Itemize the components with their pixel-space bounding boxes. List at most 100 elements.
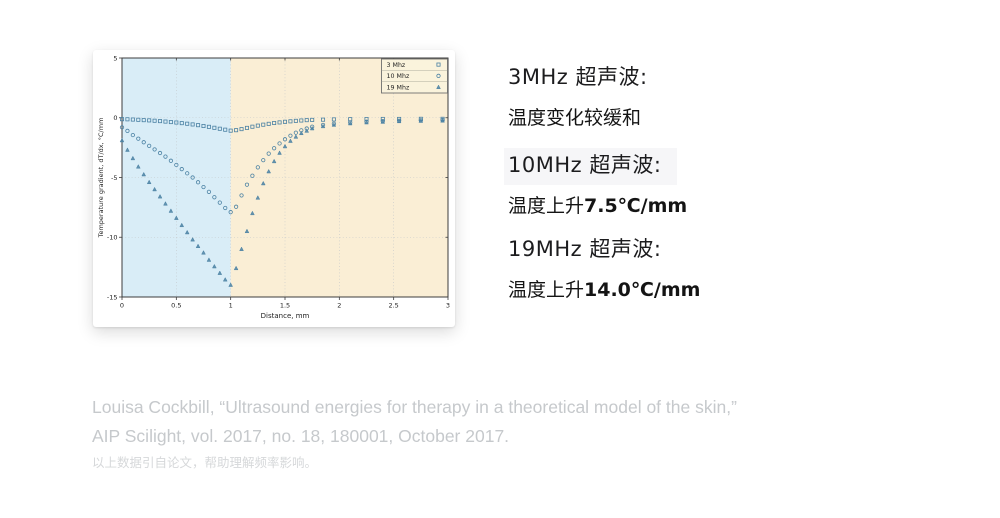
data-point: [125, 128, 130, 133]
data-point: [130, 117, 135, 122]
data-point: [212, 125, 217, 130]
data-point: [190, 122, 195, 127]
data-point: [228, 282, 233, 287]
data-point: [190, 237, 195, 242]
data-point: [298, 130, 304, 136]
data-point: [310, 117, 315, 122]
data-point: [168, 120, 173, 125]
y-tick-label: -15: [107, 293, 118, 301]
data-point: [261, 122, 266, 127]
data-point: [396, 118, 402, 124]
data-point: [174, 215, 179, 220]
data-point: [250, 210, 255, 216]
data-point: [195, 180, 201, 185]
data-point: [125, 117, 130, 122]
data-point: [217, 126, 222, 131]
data-point: [239, 193, 244, 198]
data-point: [179, 121, 184, 126]
data-point: [135, 164, 141, 169]
y-tick-label: -5: [111, 174, 117, 182]
data-point: [152, 186, 157, 192]
data-point: [440, 118, 445, 123]
data-point: [271, 158, 277, 164]
y-tick-label: 5: [113, 54, 117, 62]
data-point: [239, 246, 244, 251]
legend-label: 3 Mhz: [387, 62, 406, 69]
data-point: [299, 118, 304, 123]
note-body-3mhz: 温度变化较缓和: [508, 106, 928, 130]
data-point: [266, 168, 272, 174]
legend-label: 19 Mhz: [387, 85, 410, 92]
data-point: [174, 162, 179, 168]
data-point: [168, 158, 174, 163]
data-point: [136, 117, 141, 122]
citation-note: 以上数据引自论文，帮助理解频率影响。: [92, 455, 318, 470]
data-point: [239, 127, 244, 132]
data-point: [141, 140, 146, 145]
data-point: [277, 141, 282, 146]
note-body-10mhz: 温度上升7.5℃/mm: [508, 194, 928, 218]
data-point: [244, 182, 250, 187]
data-point: [217, 200, 222, 205]
x-tick-label: 1: [229, 302, 233, 310]
data-point: [304, 118, 309, 123]
data-point: [321, 117, 326, 122]
data-point: [158, 119, 163, 124]
data-point: [147, 143, 152, 148]
data-point: [282, 143, 288, 149]
data-point: [157, 193, 163, 199]
series-3-mhz: [119, 116, 445, 133]
data-point: [130, 132, 135, 138]
data-point: [272, 146, 277, 151]
data-point: [282, 137, 288, 142]
data-point: [288, 133, 293, 138]
legend-label: 10 Mhz: [387, 73, 410, 80]
data-point: [266, 151, 271, 156]
y-tick-label: -10: [107, 234, 118, 242]
x-tick-label: 1.5: [280, 302, 290, 310]
legend-marker: [436, 73, 441, 78]
data-point: [277, 150, 282, 155]
data-point: [255, 123, 260, 128]
data-point: [174, 120, 179, 125]
data-point: [201, 184, 206, 190]
data-point: [168, 208, 174, 213]
data-point: [288, 119, 293, 124]
citation-line-2: AIP Scilight, vol. 2017, no. 18, 180001,…: [92, 426, 510, 446]
data-point: [119, 117, 124, 122]
data-point: [190, 175, 195, 180]
data-point: [217, 270, 223, 275]
data-point: [185, 121, 190, 126]
note-body-19mhz-value: 14.0℃/mm: [584, 279, 701, 301]
x-axis-label: Distance, mm: [261, 312, 310, 320]
data-point: [179, 167, 184, 172]
data-point: [212, 195, 217, 200]
data-point: [195, 243, 201, 248]
data-point: [255, 195, 261, 200]
data-point: [119, 137, 125, 143]
x-tick-label: 2.5: [388, 302, 398, 310]
citation-line-1: Louisa Cockbill, “Ultrasound energies fo…: [92, 397, 737, 417]
data-point: [293, 134, 299, 139]
x-tick-label: 2: [337, 302, 341, 310]
data-point: [201, 250, 206, 255]
data-point: [261, 158, 266, 163]
data-point: [157, 150, 163, 156]
data-point: [347, 120, 353, 126]
data-point: [179, 222, 185, 228]
data-point: [234, 204, 239, 209]
data-point: [244, 125, 249, 130]
y-axis-label: Temperature gradient, dT/dx, °C/mm: [97, 118, 105, 239]
note-body-3mhz-text: 温度变化较缓和: [508, 107, 642, 129]
x-tick-label: 0: [120, 302, 124, 310]
y-tick-label: 0: [113, 114, 117, 122]
legend-marker: [436, 62, 441, 67]
frequency-notes: 3MHz 超声波: 温度变化较缓和 10MHz 超声波: 温度上升7.5℃/mm…: [504, 64, 928, 320]
data-point: [196, 123, 201, 128]
data-point: [146, 179, 152, 185]
data-point: [293, 118, 298, 123]
legend-marker: [436, 84, 441, 89]
data-point: [320, 123, 326, 129]
data-point: [222, 277, 228, 282]
